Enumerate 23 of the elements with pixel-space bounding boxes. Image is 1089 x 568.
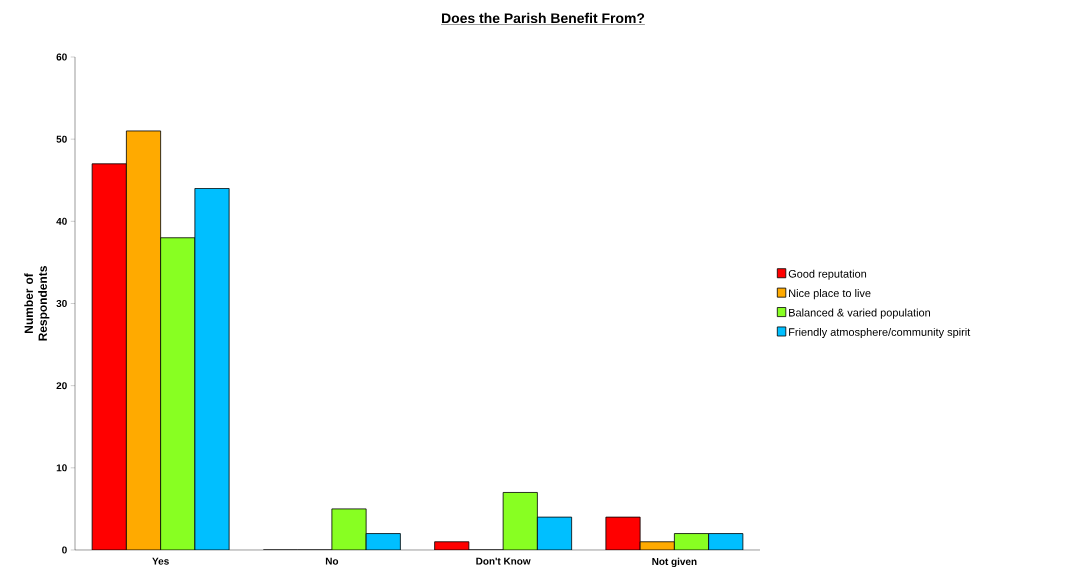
y-tick-label: 40 (56, 217, 67, 225)
bar (160, 237, 196, 550)
x-tick-label: Yes (152, 557, 169, 565)
y-tick-label: 50 (56, 135, 67, 143)
legend-label: Friendly atmosphere/community spirit (789, 327, 971, 339)
y-tick-label: 20 (56, 382, 67, 390)
bar (91, 163, 127, 550)
legend-label: Balanced & varied population (789, 308, 931, 319)
y-tick-label: 30 (56, 299, 67, 308)
x-tick-label: Don't Know (476, 557, 531, 565)
bar (125, 130, 162, 550)
y-tick-label: 60 (56, 53, 67, 61)
legend-label: Good reputation (788, 269, 867, 280)
x-tick-label: Not given (652, 557, 697, 568)
y-axis-title: Number of Respondents (24, 266, 50, 341)
legend-label: Nice place to live (789, 289, 871, 300)
bar (194, 188, 230, 550)
chart-title: Does the Parish Benefit From? (442, 12, 645, 24)
bar (536, 516, 573, 550)
bar (502, 492, 538, 550)
x-tick-label: No (325, 557, 339, 565)
y-tick-label: 0 (62, 546, 67, 554)
y-tick-label: 10 (56, 464, 67, 472)
